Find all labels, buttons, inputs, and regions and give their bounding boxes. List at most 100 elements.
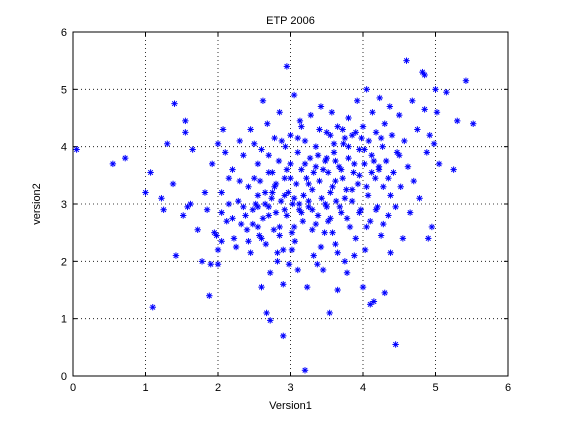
data-point — [310, 169, 317, 176]
data-point — [281, 206, 288, 213]
data-point — [259, 215, 267, 222]
data-point — [240, 203, 247, 211]
x-tick-label: 0 — [70, 382, 76, 394]
data-point — [235, 197, 242, 205]
data-point — [421, 71, 428, 79]
data-point — [314, 212, 322, 219]
data-point — [346, 223, 354, 231]
data-point — [348, 186, 356, 193]
data-point — [267, 317, 274, 324]
data-point — [338, 209, 345, 216]
data-point — [323, 129, 330, 136]
data-point — [379, 143, 386, 150]
data-point — [462, 77, 470, 84]
x-tick-label: 1 — [142, 382, 148, 394]
x-tick-label: 5 — [432, 382, 438, 394]
data-point — [377, 134, 385, 142]
data-point — [274, 258, 281, 265]
data-point — [345, 154, 352, 162]
data-point — [272, 180, 280, 188]
data-point — [147, 169, 154, 176]
data-point — [329, 229, 336, 236]
data-point — [254, 192, 262, 199]
data-point — [416, 195, 423, 202]
y-axis-label: version2 — [31, 183, 43, 225]
data-point — [249, 206, 256, 213]
data-point — [387, 249, 394, 256]
data-point — [428, 223, 436, 231]
data-point — [336, 203, 343, 211]
data-point — [296, 200, 303, 208]
data-point — [214, 140, 222, 147]
data-point — [341, 258, 349, 265]
data-point — [301, 367, 309, 374]
data-point — [385, 175, 392, 182]
data-point — [225, 200, 233, 208]
data-point — [370, 298, 378, 305]
data-point — [386, 103, 394, 110]
data-point — [285, 189, 292, 196]
data-point — [327, 132, 334, 139]
data-point — [256, 177, 264, 185]
data-point — [149, 304, 156, 311]
data-point — [329, 183, 336, 190]
data-point — [291, 238, 299, 245]
data-point — [414, 126, 421, 133]
data-point — [343, 269, 351, 276]
y-tick-label: 0 — [61, 371, 67, 383]
data-point — [180, 212, 187, 219]
data-point — [73, 146, 80, 153]
axes-frame — [72, 31, 509, 377]
data-point — [142, 189, 149, 196]
data-point — [363, 183, 370, 190]
data-point — [356, 209, 363, 216]
data-point — [230, 235, 238, 242]
x-tick-label: 3 — [287, 382, 293, 394]
data-point — [172, 252, 180, 259]
data-point — [421, 106, 428, 113]
data-point — [312, 220, 320, 228]
data-point — [348, 132, 356, 139]
data-point — [158, 195, 165, 202]
data-point — [283, 63, 291, 70]
data-point — [254, 160, 262, 168]
data-point — [364, 192, 372, 199]
data-point — [219, 126, 227, 133]
data-point — [383, 157, 390, 165]
data-point — [330, 149, 338, 156]
data-point — [271, 134, 278, 142]
data-point — [361, 160, 368, 168]
data-point — [289, 200, 296, 208]
data-point — [392, 203, 399, 211]
data-point — [276, 232, 283, 239]
data-point — [432, 86, 439, 93]
data-point — [247, 126, 254, 133]
data-point — [290, 223, 298, 231]
data-point — [316, 177, 323, 185]
data-point — [298, 123, 305, 130]
data-point — [218, 238, 225, 245]
data-point — [369, 109, 376, 116]
data-point — [236, 137, 243, 145]
data-point — [316, 126, 323, 133]
data-point — [328, 109, 336, 116]
data-point — [171, 100, 178, 107]
data-point — [443, 89, 450, 96]
data-point — [314, 261, 321, 268]
data-point — [381, 289, 388, 297]
data-point — [223, 218, 230, 225]
data-point — [332, 197, 340, 205]
data-point — [334, 123, 341, 130]
data-point — [306, 154, 314, 162]
data-point — [275, 157, 283, 165]
data-point — [206, 292, 213, 299]
data-point — [251, 175, 258, 182]
data-point — [214, 261, 222, 268]
data-point — [294, 134, 301, 142]
data-point — [312, 163, 320, 170]
data-point — [361, 146, 368, 153]
data-point — [410, 177, 417, 185]
y-tick-label: 6 — [61, 27, 67, 39]
data-point — [318, 195, 325, 202]
data-point — [265, 203, 272, 211]
